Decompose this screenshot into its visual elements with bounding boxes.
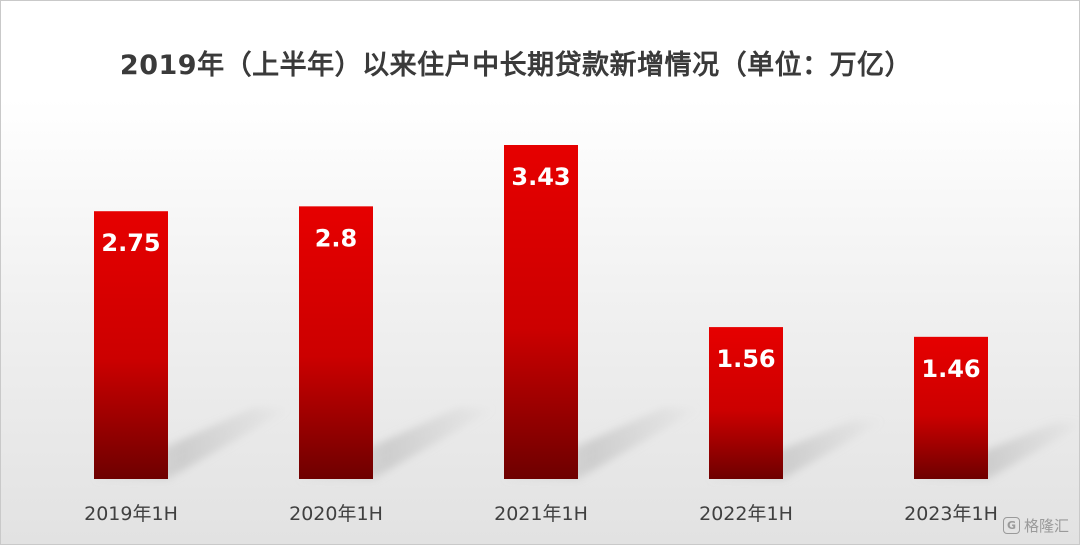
x-tick-label: 2019年1H — [84, 503, 178, 525]
data-label: 1.46 — [921, 355, 980, 383]
data-label: 1.56 — [716, 345, 775, 373]
x-tick-label: 2022年1H — [699, 503, 793, 525]
x-tick-label: 2020年1H — [289, 503, 383, 525]
watermark-logo-icon: G — [1002, 517, 1020, 534]
watermark: G 格隆汇 — [1002, 515, 1069, 536]
chart-title: 2019年（上半年）以来住户中长期贷款新增情况（单位：万亿） — [119, 50, 913, 81]
x-tick-label: 2023年1H — [904, 503, 998, 525]
bar-2023年1H — [914, 336, 988, 479]
data-label: 3.43 — [511, 163, 570, 191]
bar-2019年1H — [94, 211, 168, 479]
bar-2022年1H — [709, 327, 783, 479]
data-label: 2.75 — [101, 229, 160, 257]
watermark-text: 格隆汇 — [1023, 517, 1069, 535]
bar-2020年1H — [299, 206, 373, 480]
bar-2021年1H — [504, 145, 578, 479]
x-tick-label: 2021年1H — [494, 503, 588, 525]
data-label: 2.8 — [315, 224, 358, 252]
